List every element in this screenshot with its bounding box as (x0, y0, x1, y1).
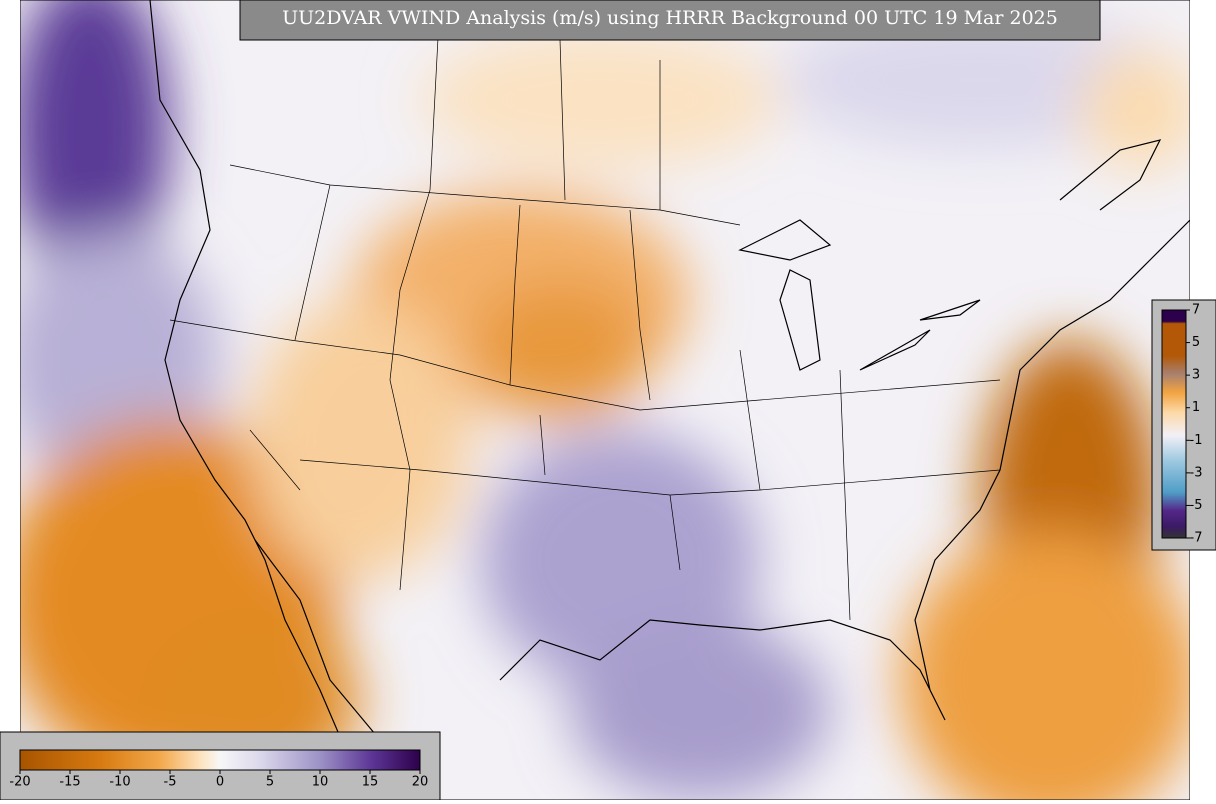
tick-label: -15 (59, 775, 80, 790)
colorbar (19, 749, 421, 771)
tick-label: 0 (216, 775, 224, 790)
title: UU2DVAR VWIND Analysis (m/s) using HRRR … (282, 7, 1058, 29)
tick-label: 5 (1192, 335, 1200, 350)
colorbar (1161, 309, 1187, 539)
borders (169, 0, 1001, 621)
title-box (239, 0, 1101, 41)
tick-label: -1 (1190, 433, 1203, 448)
tick-label: 3 (1192, 368, 1200, 383)
tick-label: -20 (9, 775, 30, 790)
tick-label: -7 (1190, 531, 1203, 546)
coastlines (149, 0, 1190, 761)
colorbar-ticks: -20 -15 -10 -5 0 5 10 15 20 7 5 3 1 -1 -3 -5 -7 (9, 303, 1202, 790)
tick-label: -10 (109, 775, 130, 790)
tick-label: -5 (164, 775, 177, 790)
tick-label: 20 (412, 775, 429, 790)
tick-label: 7 (1192, 303, 1200, 318)
tick-label: -5 (1190, 498, 1203, 513)
tick-label: 1 (1192, 400, 1200, 415)
tick-label: 15 (362, 775, 379, 790)
tick-label: 5 (266, 775, 274, 790)
tick-label: -3 (1190, 465, 1203, 480)
tick-label: 10 (312, 775, 329, 790)
